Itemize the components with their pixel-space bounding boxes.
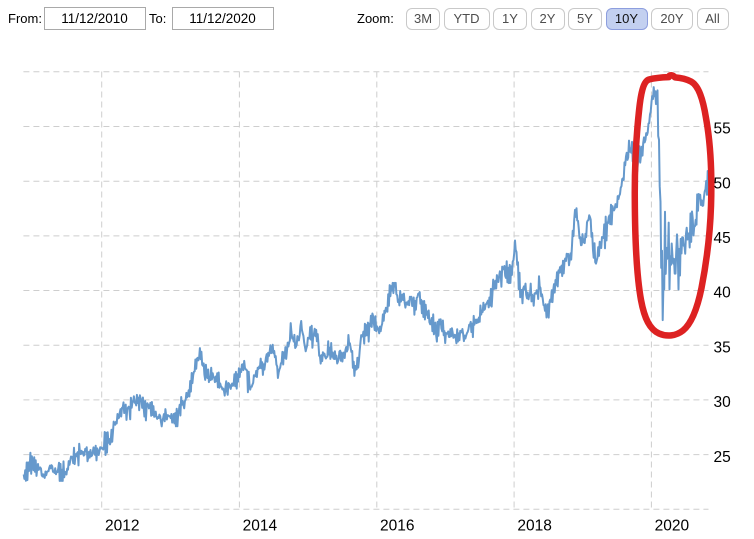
svg-text:40: 40 <box>714 285 732 302</box>
svg-text:2018: 2018 <box>517 518 551 535</box>
svg-text:2012: 2012 <box>105 518 139 535</box>
svg-text:2016: 2016 <box>380 518 414 535</box>
svg-text:45: 45 <box>714 230 731 247</box>
svg-text:30: 30 <box>714 394 732 411</box>
svg-text:25: 25 <box>714 449 731 466</box>
svg-text:2014: 2014 <box>243 518 278 535</box>
svg-text:50: 50 <box>714 175 732 192</box>
svg-text:35: 35 <box>714 339 731 356</box>
svg-text:55: 55 <box>714 121 731 138</box>
svg-text:2020: 2020 <box>655 518 690 535</box>
